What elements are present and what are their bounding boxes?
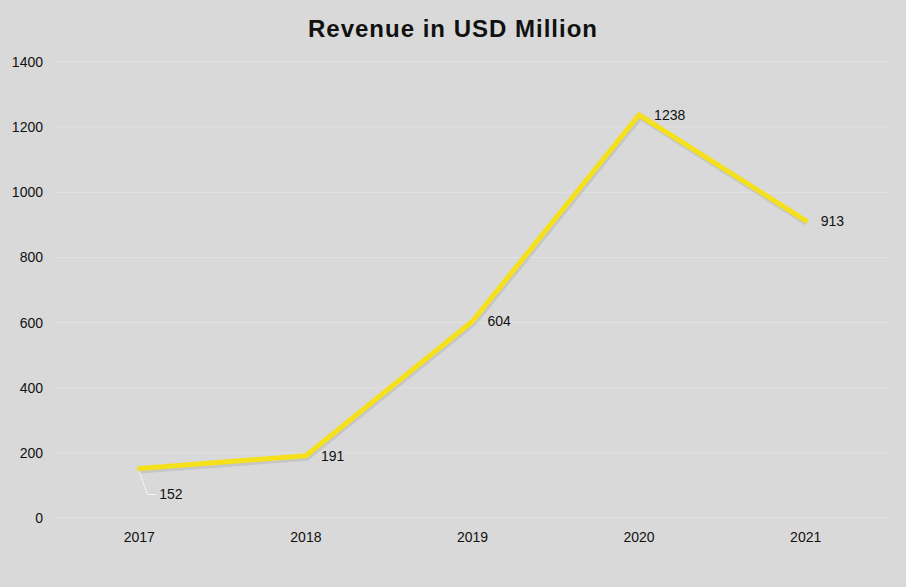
y-tick-label: 400	[20, 380, 44, 396]
y-tick-label: 200	[20, 445, 44, 461]
background	[0, 0, 906, 587]
data-label: 191	[321, 448, 345, 464]
x-tick-label: 2020	[624, 529, 655, 545]
plot-area	[139, 115, 806, 471]
grid-line	[56, 127, 889, 128]
grid-line	[56, 387, 889, 388]
x-tick-label: 2019	[457, 529, 488, 545]
data-label: 913	[821, 213, 845, 229]
y-tick-label: 600	[20, 315, 44, 331]
grid-line	[56, 62, 889, 63]
grid-line	[56, 452, 889, 453]
grid-line	[56, 257, 889, 258]
line-shadow	[140, 117, 806, 471]
chart-container: Revenue in USD Million 0 200 400 600 800 1000 1…	[0, 0, 906, 587]
grid-line	[56, 518, 889, 519]
y-tick-label: 0	[35, 510, 43, 526]
data-line	[139, 115, 805, 469]
data-label: 604	[488, 313, 512, 329]
y-tick-label: 1000	[12, 184, 43, 200]
x-tick-label: 2017	[124, 529, 155, 545]
label-leader	[139, 471, 156, 494]
data-label: 1238	[654, 107, 685, 123]
x-tick-label: 2021	[790, 529, 821, 545]
chart-title: Revenue in USD Million	[308, 15, 598, 42]
chart-svg: Revenue in USD Million 0 200 400 600 800 1000 1…	[0, 0, 906, 587]
y-tick-label: 800	[20, 249, 44, 265]
data-label: 152	[159, 486, 183, 502]
y-tick-label: 1200	[12, 119, 43, 135]
x-tick-label: 2018	[290, 529, 321, 545]
y-tick-label: 1400	[12, 54, 43, 70]
